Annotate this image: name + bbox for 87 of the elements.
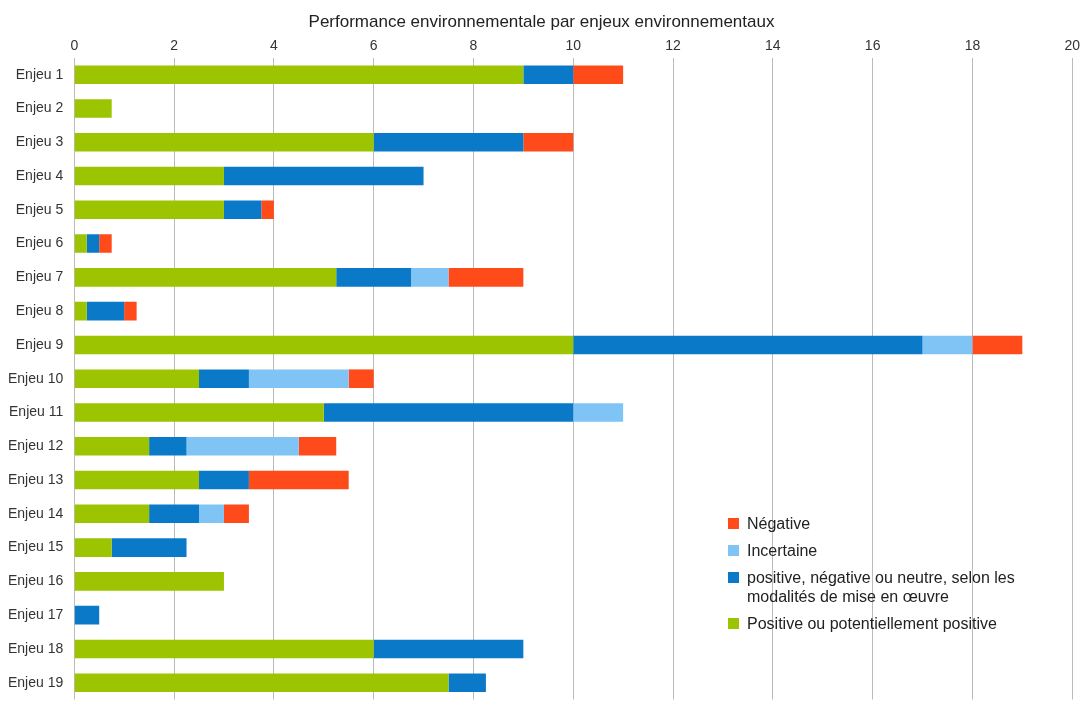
y-tick-label: Enjeu 1 (15, 65, 64, 82)
bar (74, 65, 524, 84)
bar (124, 301, 137, 321)
y-tick-label: Enjeu 5 (15, 200, 64, 217)
bar (373, 132, 524, 152)
bar (573, 65, 624, 84)
bar (74, 436, 150, 456)
bar (248, 369, 349, 388)
bar (74, 132, 374, 152)
x-tick-label: 18 (964, 37, 981, 54)
y-tick-label: Enjeu 8 (15, 302, 64, 318)
bar (74, 200, 224, 220)
y-tick-label: Enjeu 11 (9, 403, 64, 420)
y-tick-label: Enjeu 17 (7, 606, 64, 623)
bar (348, 369, 374, 388)
bar (261, 200, 274, 220)
bar (74, 335, 574, 355)
y-tick-label: Enjeu 10 (7, 369, 64, 386)
bar (223, 166, 424, 186)
bar (99, 234, 112, 253)
y-tick-label: Enjeu 6 (15, 234, 64, 251)
bar (74, 470, 200, 490)
y-tick-label: Enjeu 2 (15, 99, 64, 116)
bar (74, 538, 112, 557)
bar (523, 65, 574, 84)
y-tick-label: Enjeu 15 (7, 538, 64, 555)
bar (523, 132, 574, 152)
bar (336, 268, 412, 287)
bar (74, 639, 374, 659)
bar (86, 234, 100, 253)
x-tick-label: 12 (665, 37, 682, 54)
bar (223, 200, 262, 220)
legend-label: Positive ou potentiellement positive (747, 614, 997, 633)
y-tick-label: Enjeu 19 (7, 673, 64, 690)
bar (186, 436, 299, 456)
bar (74, 673, 449, 692)
y-tick-label: Enjeu 13 (7, 470, 64, 487)
y-tick-label: Enjeu 18 (7, 639, 64, 656)
bar (74, 605, 100, 625)
bar (199, 504, 224, 524)
chart-title: Performance environnementale par enjeux environnementaux (307, 12, 776, 32)
bar (323, 403, 574, 422)
bar (74, 369, 200, 388)
bar (74, 504, 150, 524)
x-tick-label: 16 (864, 37, 881, 54)
y-tick-label: Enjeu 7 (15, 268, 64, 285)
x-tick-label: 10 (565, 37, 582, 54)
x-tick-label: 20 (1064, 37, 1081, 54)
y-tick-label: Enjeu 16 (7, 572, 64, 589)
bar (298, 436, 337, 456)
x-tick-label: 14 (765, 37, 781, 54)
bar (448, 268, 524, 287)
bar (373, 639, 524, 659)
y-tick-label: Enjeu 3 (15, 133, 64, 150)
bar (74, 99, 112, 118)
bar (74, 572, 224, 591)
bar (248, 470, 349, 490)
bar (972, 335, 1023, 355)
bar (86, 301, 125, 321)
x-tick-label: 2 (170, 37, 179, 54)
bar (411, 268, 449, 287)
bar (573, 403, 624, 422)
x-tick-label: 8 (469, 37, 478, 54)
bar (111, 538, 187, 557)
bar (199, 369, 249, 388)
y-tick-label: Enjeu 4 (15, 166, 64, 183)
bar (448, 673, 486, 692)
legend-label: Incertaine (747, 541, 818, 560)
y-tick-label: Enjeu 12 (7, 437, 64, 454)
bar (149, 504, 200, 524)
bar (573, 335, 923, 355)
bar (74, 268, 337, 287)
bar (74, 403, 324, 422)
bar (223, 504, 249, 524)
y-tick-label: Enjeu 14 (7, 504, 64, 521)
bar (922, 335, 973, 355)
bar (199, 470, 249, 490)
x-tick-label: 6 (369, 37, 378, 54)
bar (74, 234, 87, 253)
bar (149, 436, 187, 456)
bar (74, 166, 224, 186)
x-tick-label: 0 (70, 37, 79, 54)
bar (74, 301, 87, 321)
legend-label: Négative (747, 514, 811, 533)
y-tick-label: Enjeu 9 (15, 335, 64, 352)
x-tick-label: 4 (269, 37, 278, 54)
legend-label: positive, négative ou neutre, selon les modalités de mise en œuvre (747, 568, 1016, 606)
